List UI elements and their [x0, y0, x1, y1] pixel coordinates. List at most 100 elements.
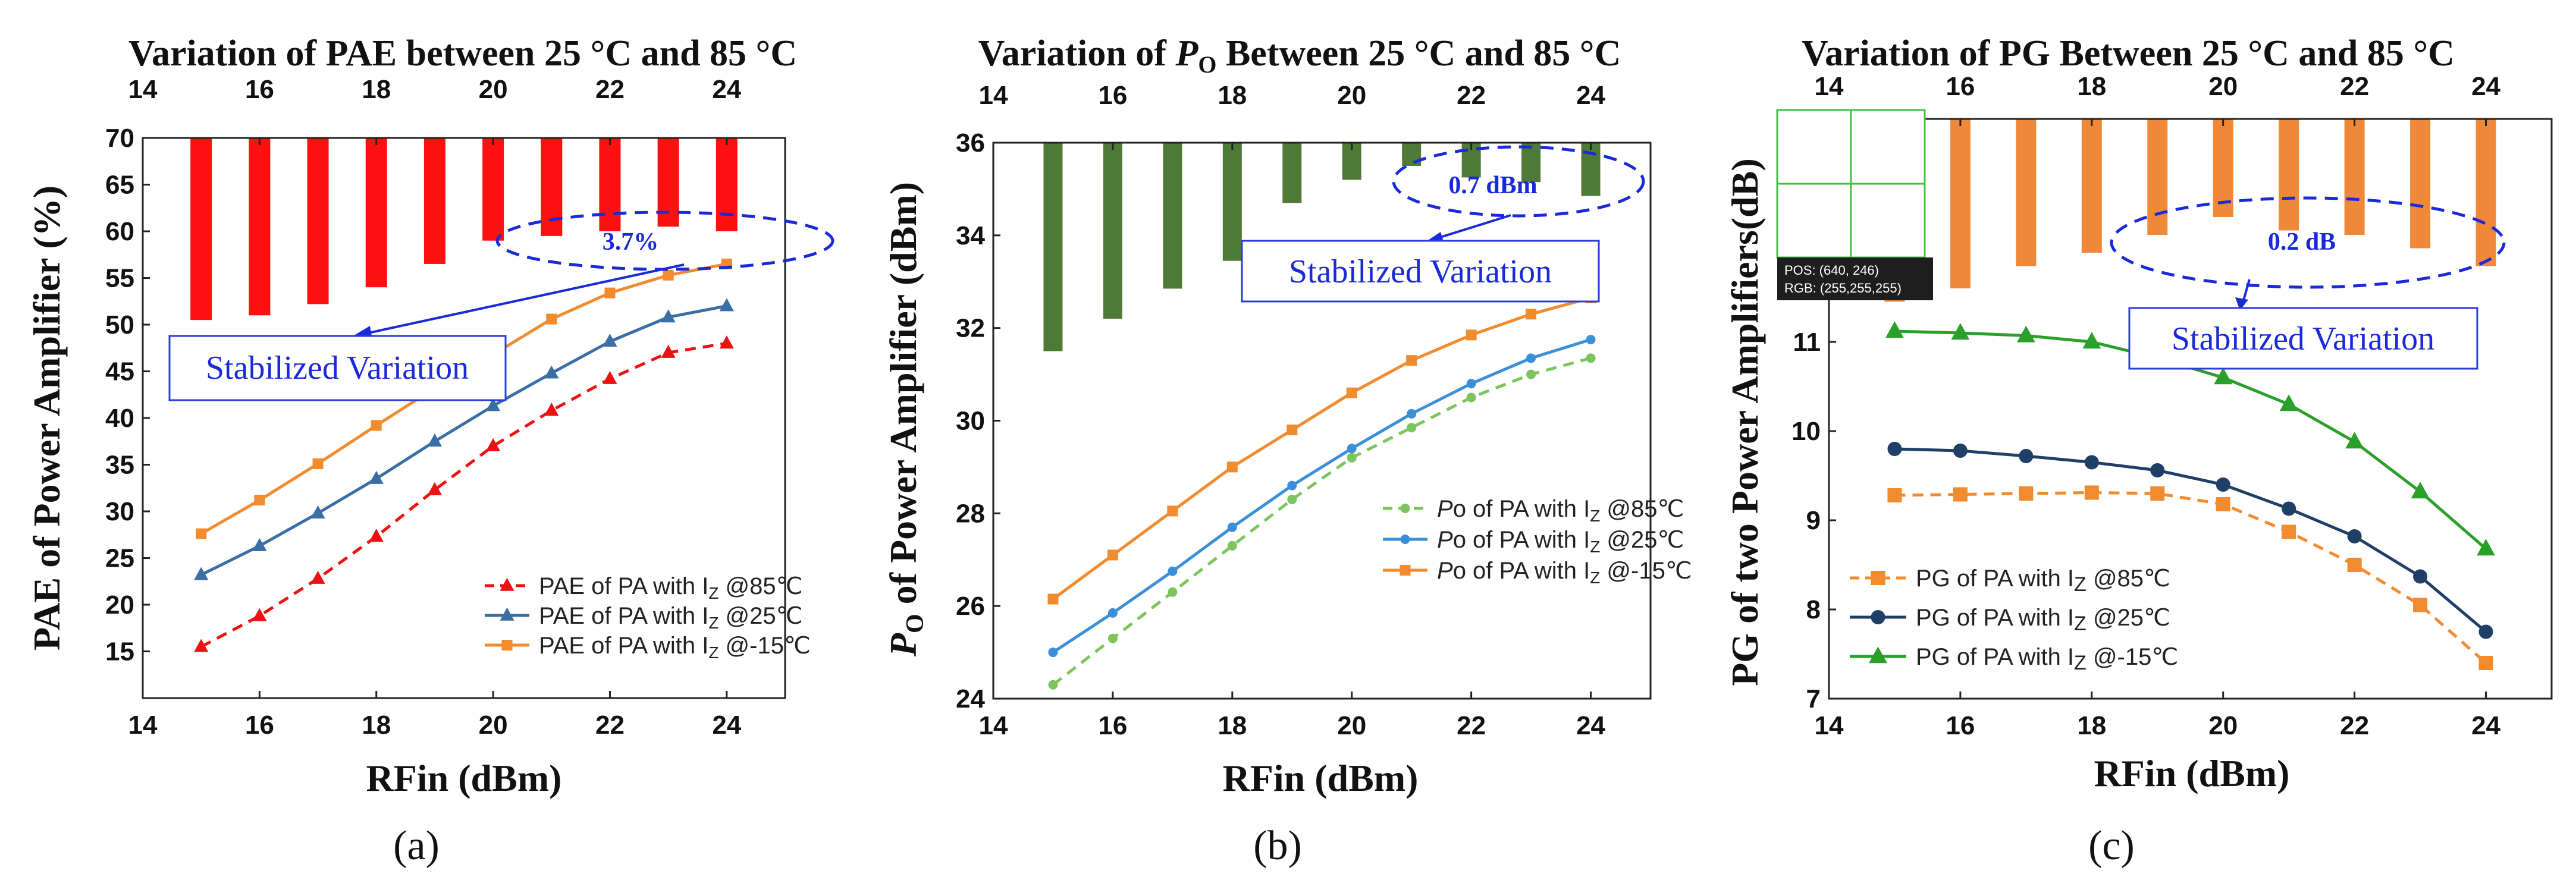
x-tick-label: 22: [1457, 711, 1486, 740]
x-tick-label: 20: [2208, 711, 2238, 740]
y-tick-label: 70: [105, 124, 134, 153]
panel-b-title: Variation of PO Between 25 °C and 85 °C: [978, 33, 1621, 78]
legend-marker-icon: [1400, 535, 1410, 544]
data-point: [2084, 455, 2099, 470]
x-tick-label: 18: [362, 711, 391, 740]
variation-bar: [1521, 143, 1541, 183]
panel-a-callout-arrow: [362, 263, 685, 335]
data-point: [544, 365, 559, 379]
panel-b-ylabel-sub: O: [902, 614, 929, 633]
crosshair-overlay: POS: (640, 246) RGB: (255,255,255): [1776, 109, 1933, 300]
panel-a-ylabel: PAE of Power Amplifier (%): [26, 186, 68, 650]
y-tick-label: 25: [105, 544, 134, 573]
panel-b-ylabel-symbol: P: [882, 633, 924, 657]
data-point: [2150, 463, 2165, 477]
variation-bar: [2279, 119, 2299, 231]
data-point: [1107, 633, 1118, 643]
data-point: [1347, 452, 1357, 463]
panel-c-ylabel: PG of two Power Amplifiers(dB): [1724, 158, 1766, 686]
data-point: [1048, 680, 1058, 690]
panel-b-callout-arrow: [1434, 214, 1511, 240]
panel-b-callout-box: [1241, 240, 1600, 303]
variation-bar: [599, 138, 621, 231]
data-point: [1227, 540, 1237, 551]
panel-a-xlabel: RFin (dBm): [366, 757, 562, 799]
y-tick-label: 40: [105, 404, 134, 433]
data-point: [2347, 529, 2362, 543]
panel-c-callout-text: Stabilized Variation: [2172, 320, 2434, 357]
data-point: [371, 420, 382, 431]
panel-b-ellipse-text: 0.7 dBm: [1448, 172, 1537, 199]
pixel-tooltip: [1777, 257, 1933, 300]
data-point: [604, 287, 616, 298]
data-point: [2019, 449, 2034, 463]
data-point: [603, 370, 617, 384]
legend-marker-icon: [1869, 646, 1887, 664]
panel-a-bars: [190, 138, 738, 320]
data-point: [661, 344, 676, 358]
top-x-tick-label: 24: [1576, 81, 1605, 110]
panel-b-title-post: Between 25 °C and 85 °C: [1216, 33, 1621, 74]
data-point: [2413, 569, 2428, 584]
top-x-tick-label: 18: [362, 75, 391, 104]
y-tick-label: 28: [956, 499, 985, 528]
data-point: [1287, 480, 1297, 491]
data-point: [1466, 392, 1476, 403]
panel-a-series: [194, 258, 734, 652]
panel-b-title-pre: Variation of: [978, 33, 1176, 74]
data-point: [2282, 524, 2296, 539]
top-x-tick-label: 16: [245, 75, 274, 104]
panel-a-callout-text: Stabilized Variation: [206, 350, 469, 386]
panel-a-title: Variation of PAE between 25 °C and 85 °C: [128, 33, 797, 74]
variation-bar: [1222, 143, 1242, 261]
panel-c: Variation of PG Between 25 °C and 85 °C …: [1724, 33, 2553, 869]
data-point: [252, 608, 267, 621]
data-point: [2282, 501, 2296, 516]
top-x-tick-label: 18: [2077, 72, 2106, 101]
legend-entry: PG of PA with IZ @-15℃: [1916, 644, 2178, 674]
data-point: [1346, 387, 1357, 398]
data-point: [2082, 332, 2101, 349]
variation-bar: [1163, 143, 1182, 289]
y-tick-label: 11: [1793, 328, 1821, 357]
data-point: [2019, 486, 2034, 501]
panel-b-bars: [1043, 143, 1601, 351]
variation-bar: [482, 138, 504, 241]
y-tick-label: 35: [105, 451, 134, 480]
y-tick-label: 8: [1806, 595, 1821, 624]
data-point: [1406, 355, 1417, 366]
panel-b-title-symbol: P: [1175, 33, 1198, 74]
legend-entry: PG of PA with IZ @25℃: [1916, 605, 2170, 635]
top-x-tick-label: 20: [479, 75, 508, 104]
panel-b-legend: Po of PA with IZ @85℃Po of PA with IZ @2…: [1383, 496, 1692, 587]
data-point: [1048, 648, 1058, 658]
variation-bar: [1043, 143, 1063, 351]
series-line-0: [1894, 491, 2487, 664]
data-point: [427, 433, 443, 447]
y-tick-label: 10: [1791, 417, 1821, 446]
data-point: [1107, 608, 1118, 618]
panel-c-title: Variation of PG Between 25 °C and 85 °C: [1802, 33, 2455, 74]
top-x-tick-label: 18: [1218, 81, 1247, 110]
y-tick-label: 30: [105, 497, 134, 526]
x-tick-label: 22: [595, 711, 625, 740]
data-point: [1526, 309, 1537, 320]
variation-bar: [2147, 119, 2168, 235]
y-tick-label: 60: [105, 217, 134, 246]
top-x-tick-label: 14: [1815, 72, 1844, 101]
series-line-0: [1052, 356, 1592, 686]
y-tick-label: 26: [956, 592, 985, 621]
panel-b: Variation of PO Between 25 °C and 85 °C …: [882, 33, 1692, 869]
panel-b-plot-frame: [992, 142, 1652, 700]
legend-marker-icon: [1871, 571, 1885, 585]
data-point: [1167, 505, 1178, 517]
top-x-tick-label: 20: [1337, 81, 1366, 110]
data-point: [2347, 558, 2362, 572]
data-point: [1347, 444, 1357, 454]
variation-bar: [716, 138, 738, 231]
y-tick-label: 32: [956, 314, 985, 343]
data-point: [2477, 539, 2495, 556]
top-x-tick-label: 24: [712, 75, 741, 104]
y-tick-label: 9: [1806, 506, 1821, 535]
